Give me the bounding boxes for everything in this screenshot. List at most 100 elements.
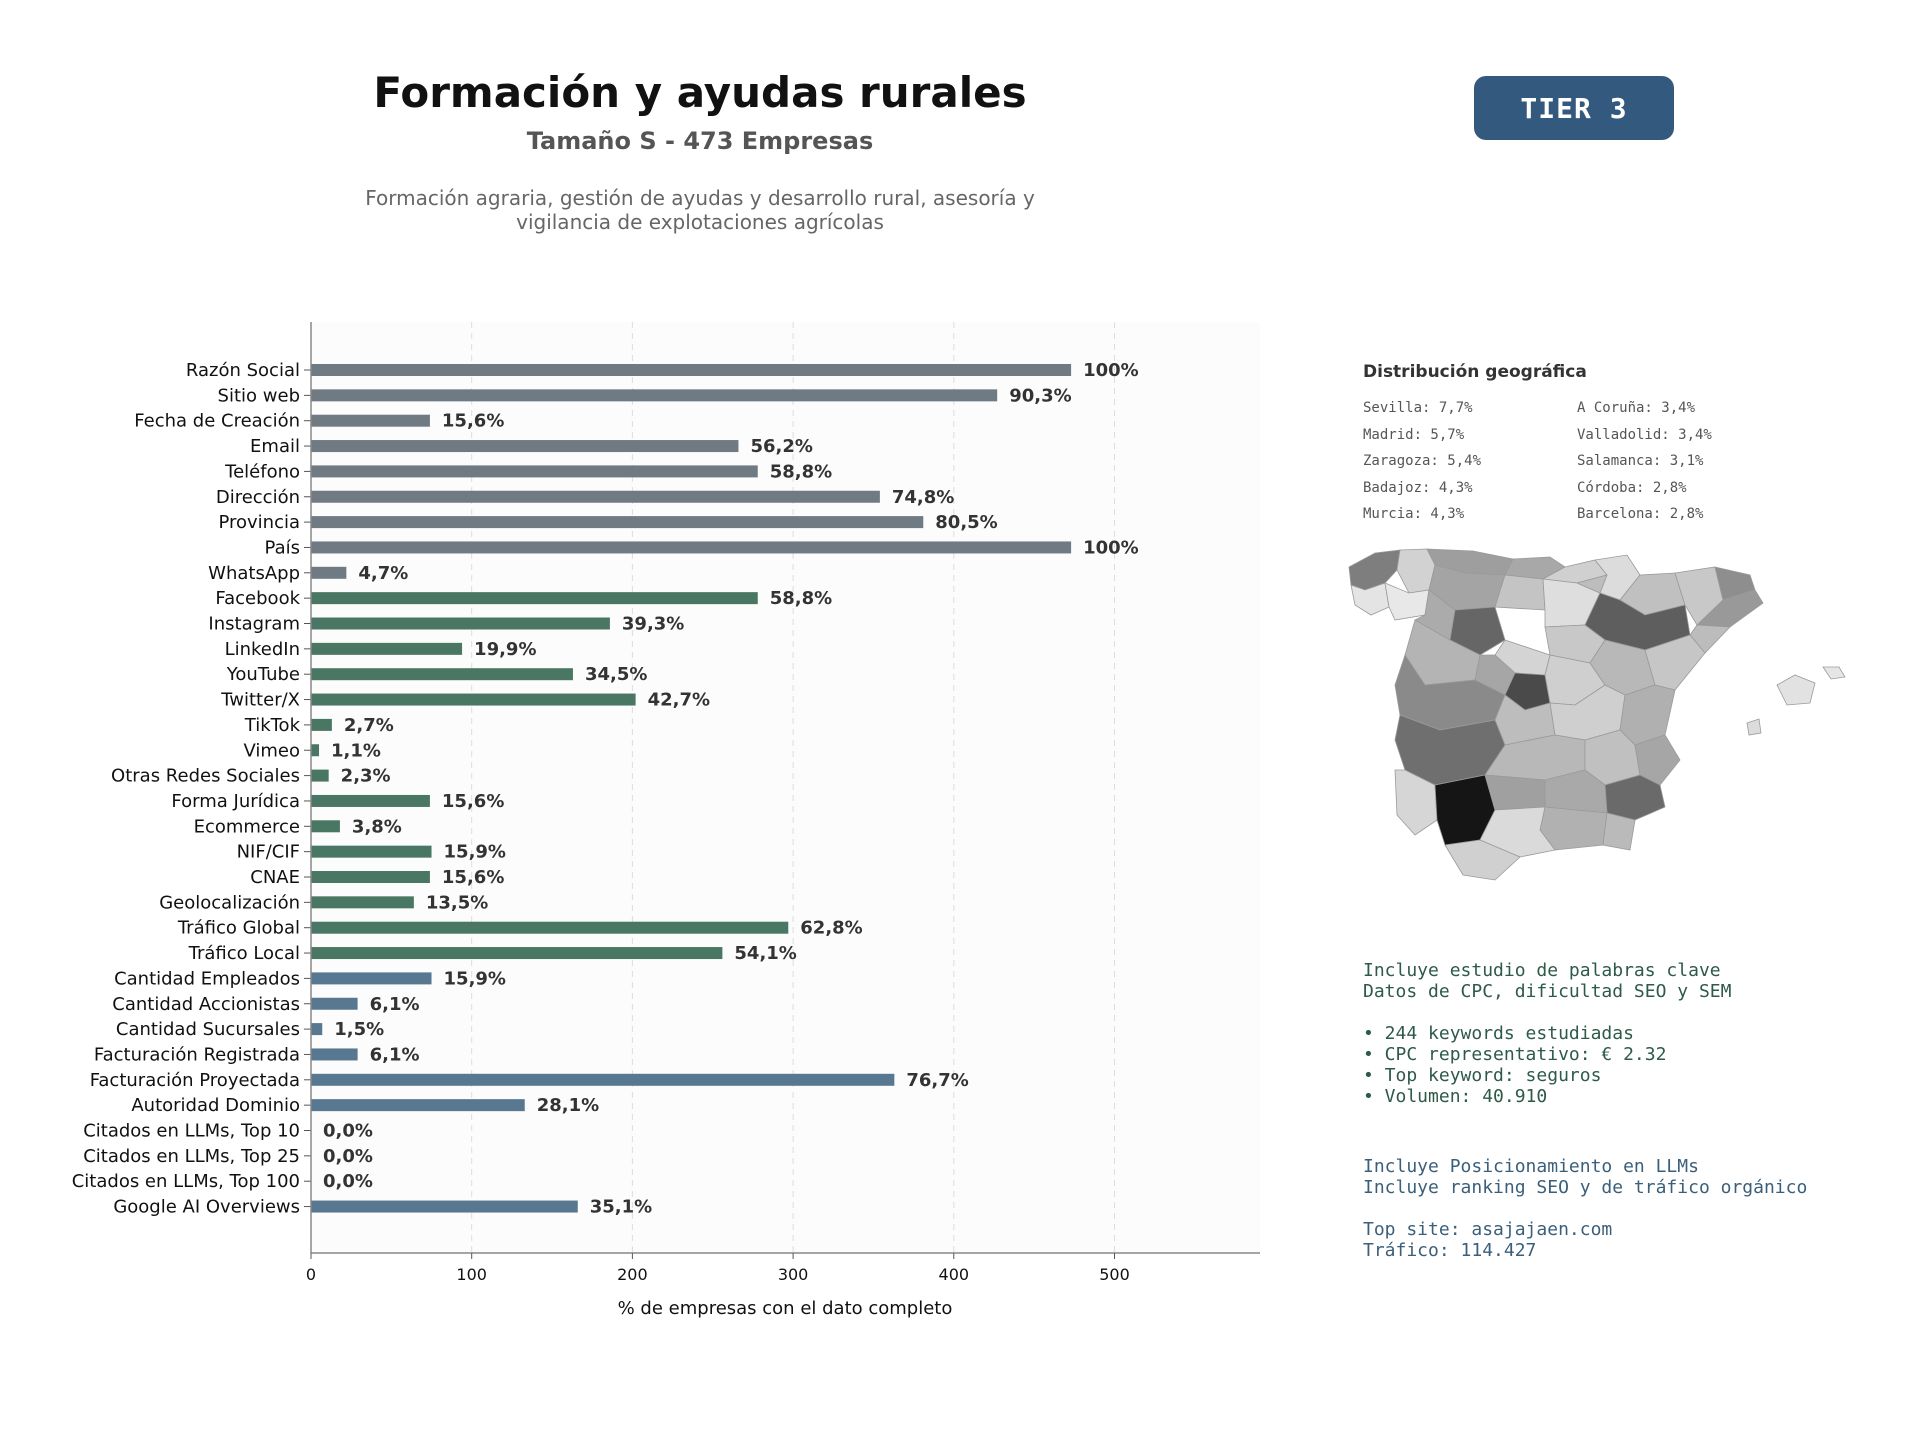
category-label: Ecommerce <box>194 816 300 837</box>
value-label: 6,1% <box>370 1044 420 1065</box>
seo-line-1: Incluye estudio de palabras clave <box>1363 960 1721 981</box>
bar <box>311 1023 323 1036</box>
bar <box>311 871 430 883</box>
llm-traffic: Tráfico: 114.427 <box>1363 1240 1537 1261</box>
geo-item: Valladolid: 3,4% <box>1577 426 1712 443</box>
bar <box>311 566 347 579</box>
llm-info-block: Incluye Posicionamiento en LLMs Incluye … <box>1363 1156 1807 1261</box>
value-label: 80,5% <box>935 512 997 533</box>
bar <box>311 516 924 529</box>
category-label: NIF/CIF <box>237 842 300 863</box>
bar <box>311 1073 895 1086</box>
geo-item: Murcia: 4,3% <box>1363 506 1465 522</box>
bar <box>311 617 610 630</box>
llm-line-1: Incluye Posicionamiento en LLMs <box>1363 1156 1699 1177</box>
category-label: Vimeo <box>243 740 300 761</box>
map-region-cordoba <box>1484 774 1546 811</box>
page-title: Formación y ayudas rurales <box>373 68 1027 117</box>
description-line-1: Formación agraria, gestión de ayudas y d… <box>365 186 1035 210</box>
map-region-castellon <box>1644 634 1706 691</box>
category-label: Email <box>250 436 300 457</box>
value-label: 35,1% <box>590 1197 652 1218</box>
category-label: Facebook <box>215 588 300 609</box>
value-label: 15,9% <box>444 968 506 989</box>
bar <box>311 794 430 807</box>
value-label: 0,0% <box>323 1121 373 1142</box>
category-label: Tráfico Global <box>177 918 300 939</box>
tier-badge: TIER 3 <box>1474 76 1674 140</box>
map-region-ibiza <box>1746 718 1762 736</box>
bar <box>311 947 723 960</box>
category-label: Autoridad Dominio <box>131 1095 300 1116</box>
value-label: 39,3% <box>622 614 684 635</box>
bar <box>311 921 789 934</box>
category-label: LinkedIn <box>225 639 300 660</box>
map-region-cadiz <box>1444 839 1521 881</box>
geo-item: Zaragoza: 5,4% <box>1363 453 1482 469</box>
x-tick-label: 300 <box>778 1265 809 1284</box>
category-label: País <box>265 537 300 558</box>
bar <box>311 642 463 655</box>
bar <box>311 1099 525 1112</box>
description-line-2: vigilancia de explotaciones agrícolas <box>516 210 884 234</box>
map-region-valladolid <box>1449 606 1506 656</box>
category-label: Facturación Registrada <box>94 1044 300 1065</box>
value-label: 56,2% <box>750 436 812 457</box>
bar <box>311 718 332 731</box>
bar <box>311 364 1072 376</box>
value-label: 13,5% <box>426 892 488 913</box>
x-tick-label: 200 <box>617 1265 648 1284</box>
category-label: Facturación Proyectada <box>90 1070 300 1091</box>
value-label: 58,8% <box>770 588 832 609</box>
category-label: Cantidad Empleados <box>114 968 300 989</box>
value-label: 3,8% <box>352 816 402 837</box>
category-label: Twitter/X <box>220 690 300 711</box>
geo-item: Badajoz: 4,3% <box>1363 479 1473 496</box>
value-label: 100% <box>1083 360 1139 381</box>
bar <box>311 845 432 858</box>
bar <box>311 1048 358 1061</box>
value-label: 100% <box>1083 537 1139 558</box>
value-label: 0,0% <box>323 1146 373 1167</box>
bar <box>311 896 414 909</box>
value-label: 28,1% <box>537 1095 599 1116</box>
page-subtitle: Tamaño S - 473 Empresas <box>526 127 874 155</box>
bar <box>311 820 340 833</box>
x-ticks: 0 100 200 300 400 500 <box>306 1253 1130 1284</box>
map-region-la-rioja <box>1575 574 1608 594</box>
value-label: 15,6% <box>442 867 504 888</box>
value-label: 74,8% <box>892 487 954 508</box>
seo-bullet-keywords: • 244 keywords estudiadas <box>1363 1023 1634 1044</box>
value-label: 15,9% <box>444 842 506 863</box>
map-region-lugo <box>1396 548 1436 594</box>
value-label: 76,7% <box>906 1070 968 1091</box>
axes <box>310 322 1260 1254</box>
bar <box>311 1200 578 1213</box>
value-label: 15,6% <box>442 411 504 432</box>
geo-item: Sevilla: 7,7% <box>1363 400 1473 416</box>
value-label: 54,1% <box>734 943 796 964</box>
category-label: Cantidad Sucursales <box>116 1019 300 1040</box>
category-label: Dirección <box>216 487 300 508</box>
value-label: 1,1% <box>331 740 381 761</box>
value-label: 2,3% <box>341 766 391 787</box>
bar <box>311 997 358 1010</box>
x-tick-label: 500 <box>1099 1265 1130 1284</box>
x-axis-title: % de empresas con el dato completo <box>618 1298 953 1319</box>
category-label: Razón Social <box>186 360 300 381</box>
seo-bullet-cpc: • CPC representativo: € 2.32 <box>1363 1044 1667 1065</box>
category-label: Tráfico Local <box>188 943 300 964</box>
value-label: 34,5% <box>585 664 647 685</box>
map-region-alicante <box>1634 734 1681 786</box>
value-label: 6,1% <box>370 994 420 1015</box>
bars: Razón Social 100% Sitio web 90,3% Fecha de C… <box>72 360 1139 1218</box>
seo-line-2: Datos de CPC, dificultad SEO y SEM <box>1363 981 1732 1002</box>
seo-bullet-top-keyword: • Top keyword: seguros <box>1363 1065 1602 1086</box>
geo-item: Salamanca: 3,1% <box>1577 453 1704 469</box>
category-label: TikTok <box>244 715 301 736</box>
category-label: Provincia <box>218 512 300 533</box>
value-label: 1,5% <box>334 1019 384 1040</box>
spain-province-map <box>1348 548 1846 881</box>
geo-distribution-title: Distribución geográfica <box>1363 362 1587 382</box>
category-label: Citados en LLMs, Top 25 <box>83 1146 300 1167</box>
